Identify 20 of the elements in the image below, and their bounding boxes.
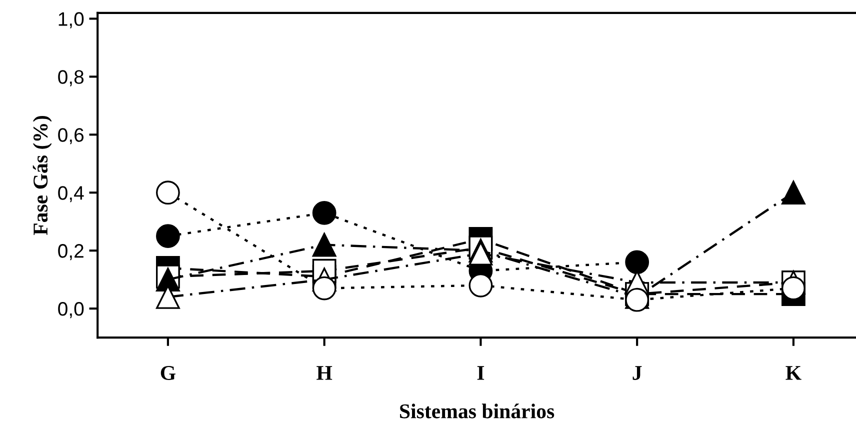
y-tick-label: 0,8: [58, 70, 84, 86]
y-axis-title: Fase Gás (%): [32, 116, 52, 236]
x-tick-label: H: [316, 366, 332, 380]
y-tick-label: 0,4: [58, 186, 84, 202]
y-tick-label: 0,2: [58, 244, 84, 260]
y-tick-label: 0,6: [58, 128, 84, 144]
point: [782, 276, 806, 300]
point: [625, 250, 650, 274]
point: [156, 224, 180, 248]
x-tick-label: I: [477, 366, 484, 380]
x-tick-label: G: [160, 366, 176, 380]
point: [312, 200, 336, 225]
x-tick-label: J: [632, 366, 642, 380]
y-tick-label: 0,0: [58, 302, 84, 318]
x-tick-label: K: [786, 366, 802, 380]
point: [468, 273, 493, 298]
point: [782, 180, 806, 205]
x-axis-title: Sistemas binários: [400, 404, 554, 418]
point: [312, 232, 336, 257]
y-tick-label: 1,0: [58, 12, 84, 28]
